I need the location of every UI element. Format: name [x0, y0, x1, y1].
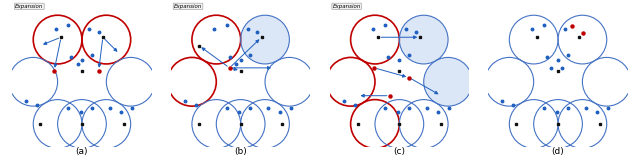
Text: Expansion: Expansion — [333, 4, 361, 9]
Text: (d): (d) — [552, 147, 564, 156]
Text: (c): (c) — [394, 147, 405, 156]
Text: Expansion: Expansion — [174, 4, 202, 9]
Text: (b): (b) — [234, 147, 247, 156]
Circle shape — [399, 15, 448, 64]
Circle shape — [241, 15, 289, 64]
Text: Expansion: Expansion — [15, 4, 44, 9]
Circle shape — [424, 57, 472, 106]
Text: (a): (a) — [76, 147, 88, 156]
